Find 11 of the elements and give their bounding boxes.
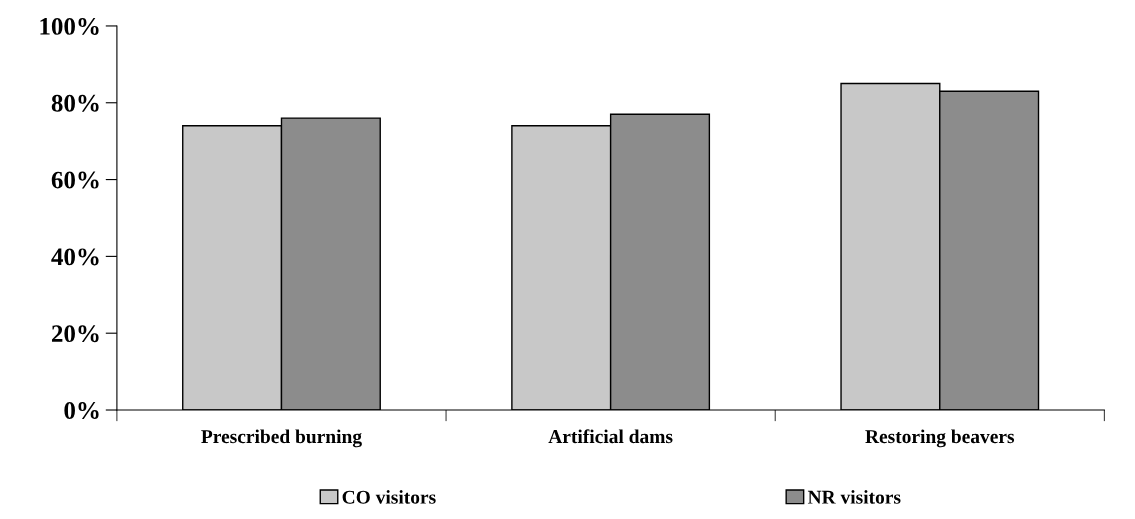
x-tick-label: Restoring beavers: [865, 429, 1015, 448]
x-tick-label: Prescribed burning: [201, 429, 362, 448]
legend-label: CO visitors: [342, 490, 436, 504]
y-tick-label: 60%: [51, 171, 99, 189]
y-tick-label: 20%: [51, 325, 99, 343]
y-tick-label: 80%: [51, 94, 99, 112]
y-tick-label: 40%: [51, 248, 99, 266]
y-tick-label: 100%: [40, 18, 99, 35]
legend-label: NR visitors: [807, 490, 901, 504]
y-tick-label: 0%: [64, 402, 99, 420]
x-tick-label: Artificial dams: [548, 429, 673, 444]
